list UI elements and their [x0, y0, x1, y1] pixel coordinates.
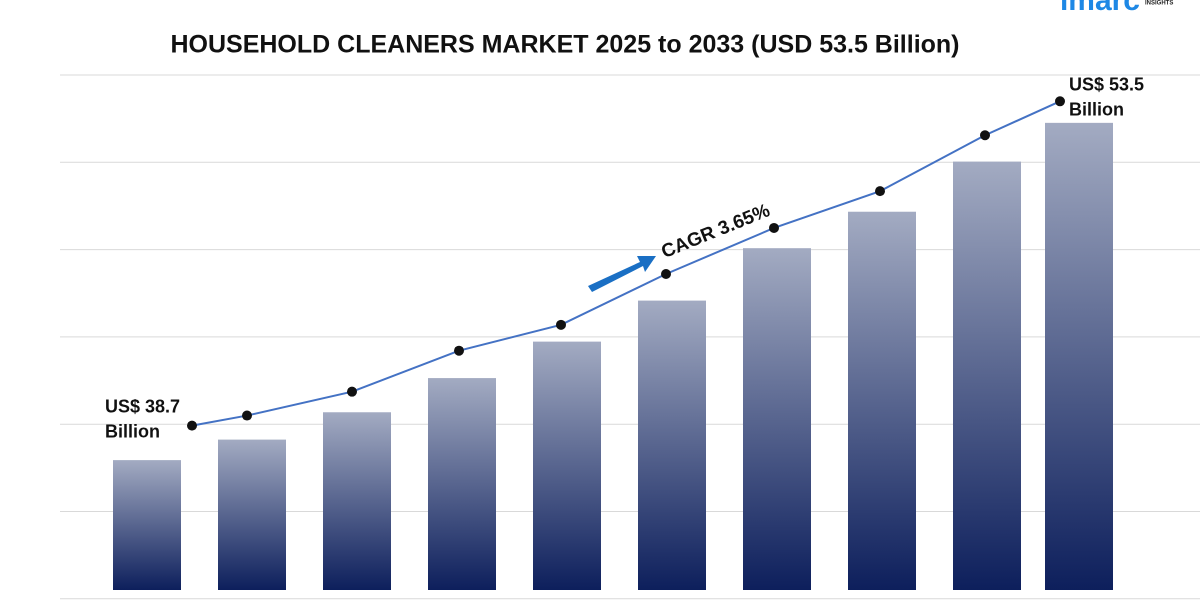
line-point: [242, 410, 252, 421]
bar: [113, 460, 181, 590]
line-point: [454, 345, 464, 356]
bar: [743, 248, 811, 590]
bar: [848, 211, 916, 591]
cagr-arrow: [588, 256, 656, 292]
line-point: [1055, 96, 1065, 107]
line: [191, 100, 1061, 427]
bar: [323, 412, 391, 590]
chart-title: HOUSEHOLD CLEANERS MARKET 2025 to 2033 (…: [170, 31, 959, 59]
line-point: [875, 186, 885, 197]
logo-tagline: INSIGHTS: [1145, 1, 1173, 7]
bar: [428, 378, 496, 590]
line-point: [980, 130, 990, 141]
line-point: [556, 319, 566, 330]
line-point: [769, 222, 779, 233]
line-point: [187, 420, 197, 431]
bar: [638, 300, 706, 590]
bar: [533, 341, 601, 590]
line-point: [661, 268, 671, 279]
line-point: [347, 386, 357, 397]
logo: imarc: [1060, 0, 1140, 17]
bar: [1045, 122, 1113, 591]
value-label: US$ 38.7 Billion: [105, 396, 180, 441]
bar: [218, 439, 286, 590]
bar: [953, 161, 1021, 590]
value-label: US$ 53.5 Billion: [1069, 74, 1144, 119]
